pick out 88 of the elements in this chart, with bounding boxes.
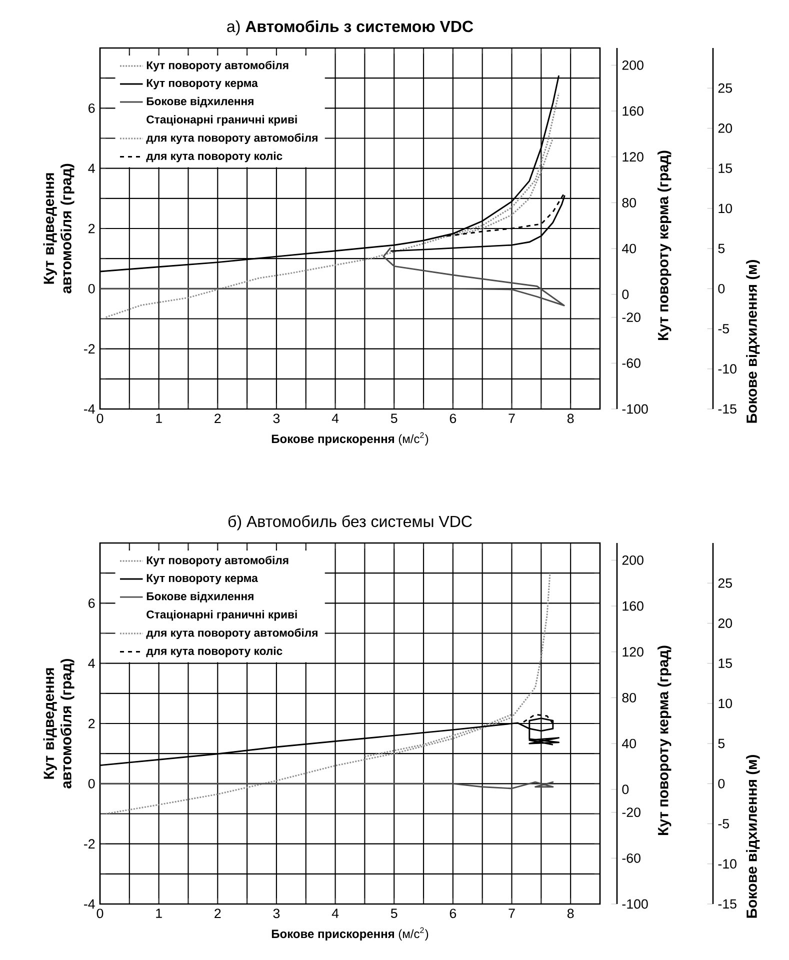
y3-tick-label: -5 [718, 819, 729, 828]
y2-axis-title: Кут повороту керма (град) [658, 150, 672, 340]
x-tick-label: 0 [96, 414, 104, 424]
x-axis-title: Бокове прискорення (м/с$^{2}$) [272, 927, 428, 940]
y3-tick-label: -10 [718, 859, 736, 869]
y2-tick-label: 160 [622, 106, 644, 116]
x-tick-label: 5 [390, 908, 398, 918]
y2-axis-title: Кут повороту керма (град) [658, 646, 672, 835]
x-tick-label: 8 [567, 908, 574, 918]
y2-tick-label: 80 [622, 198, 636, 208]
legend-label: для кута повороту автомобіля [146, 628, 318, 640]
y2-tick-label: 120 [622, 647, 644, 657]
x-tick-label: 4 [332, 414, 339, 423]
x-tick-label: 2 [214, 908, 221, 918]
legend-label: Кут повороту автомобіля [146, 60, 288, 72]
y-tick-label: 0 [88, 778, 95, 788]
y3-tick-label: 0 [718, 284, 725, 294]
y3-tick-label: 25 [718, 578, 732, 588]
y3-tick-label: 25 [718, 83, 732, 93]
x-axis-title: Бокове прискорення (м/с$^{2}$) [272, 432, 428, 446]
y3-tick-label: 5 [718, 244, 725, 254]
x-tick-label: 1 [156, 414, 162, 423]
x-tick-label: 3 [273, 414, 280, 424]
chart-title: а) Автомобіль з системою VDC [227, 20, 474, 36]
y-tick-label: 4 [88, 658, 95, 668]
legend-label: Бокове відхилення [146, 96, 254, 108]
y-tick-label: -2 [84, 344, 95, 354]
y-tick-label: 6 [88, 103, 95, 113]
y-tick-label: 2 [88, 718, 95, 728]
y-tick-label: 4 [88, 164, 95, 173]
y3-tick-label: 20 [718, 618, 732, 628]
y3-axis-title: Бокове відхилення (м) [746, 754, 760, 918]
x-tick-label: 0 [96, 908, 104, 918]
y2-tick-label: 0 [622, 784, 629, 794]
y-tick-label: -4 [84, 899, 95, 909]
y3-tick-label: 10 [718, 204, 732, 214]
y3-tick-label: 20 [718, 124, 732, 133]
y2-tick-label: -60 [622, 853, 640, 863]
legend-label: для кута повороту коліс [146, 152, 282, 162]
y2-tick-label: 40 [622, 738, 636, 748]
x-tick-label: 8 [567, 414, 574, 424]
legend-label: Кут повороту автомобіля [146, 556, 288, 566]
y2-tick-label: -20 [622, 312, 640, 322]
x-tick-label: 5 [390, 414, 398, 424]
annotation: Стаціонарні граничні криві [146, 610, 297, 621]
x-tick-label: 6 [450, 414, 456, 424]
y3-tick-label: -15 [718, 404, 736, 414]
legend-label: Кут повороту керма [146, 574, 258, 584]
x-tick-label: 4 [332, 908, 339, 918]
y-tick-label: 0 [88, 284, 95, 294]
x-tick-label: 7 [508, 908, 515, 918]
y2-tick-label: 80 [622, 692, 636, 702]
x-tick-label: 1 [156, 908, 162, 918]
legend-label: для кута повороту коліс [146, 646, 282, 658]
y3-tick-label: 5 [718, 738, 725, 748]
y2-tick-label: -100 [622, 404, 648, 414]
x-tick-label: 2 [214, 414, 221, 424]
y2-tick-label: 160 [622, 601, 644, 611]
legend-label: Бокове відхилення [146, 592, 254, 602]
y2-tick-label: 120 [622, 152, 644, 162]
y-axis-title: Кут відведення автомобіля (град) [43, 658, 74, 788]
y-tick-label: 2 [88, 224, 95, 234]
legend-label: для кута повороту автомобіля [146, 133, 318, 144]
y3-tick-label: 15 [718, 658, 732, 668]
y-tick-label: -2 [84, 839, 95, 848]
chart-title: б) Автомобиль без системы VDC [228, 515, 472, 530]
y2-tick-label: 200 [622, 555, 644, 565]
y3-tick-label: 10 [718, 698, 732, 708]
y2-tick-label: -60 [622, 358, 640, 368]
x-tick-label: 7 [508, 414, 515, 423]
y3-tick-label: -15 [718, 899, 736, 909]
x-tick-label: 3 [273, 908, 280, 918]
y3-tick-label: 15 [718, 164, 732, 173]
y3-tick-label: 0 [718, 778, 725, 788]
y3-axis-title: Бокове відхилення (м) [746, 260, 760, 423]
y2-tick-label: 0 [622, 290, 629, 300]
y2-tick-label: -20 [622, 808, 640, 818]
y3-tick-label: -5 [718, 324, 729, 334]
y-tick-label: 6 [88, 598, 95, 608]
legend-label: Кут повороту керма [146, 79, 258, 90]
x-tick-label: 6 [450, 908, 456, 918]
y2-tick-label: 200 [622, 60, 644, 70]
y-tick-label: -4 [84, 404, 95, 414]
y3-tick-label: -10 [718, 364, 736, 374]
annotation: Стаціонарні граничні криві [146, 115, 297, 126]
y2-tick-label: -100 [622, 899, 648, 909]
y2-tick-label: 40 [622, 244, 636, 254]
y-axis-title: Кут відведення автомобіля (град) [43, 164, 74, 294]
